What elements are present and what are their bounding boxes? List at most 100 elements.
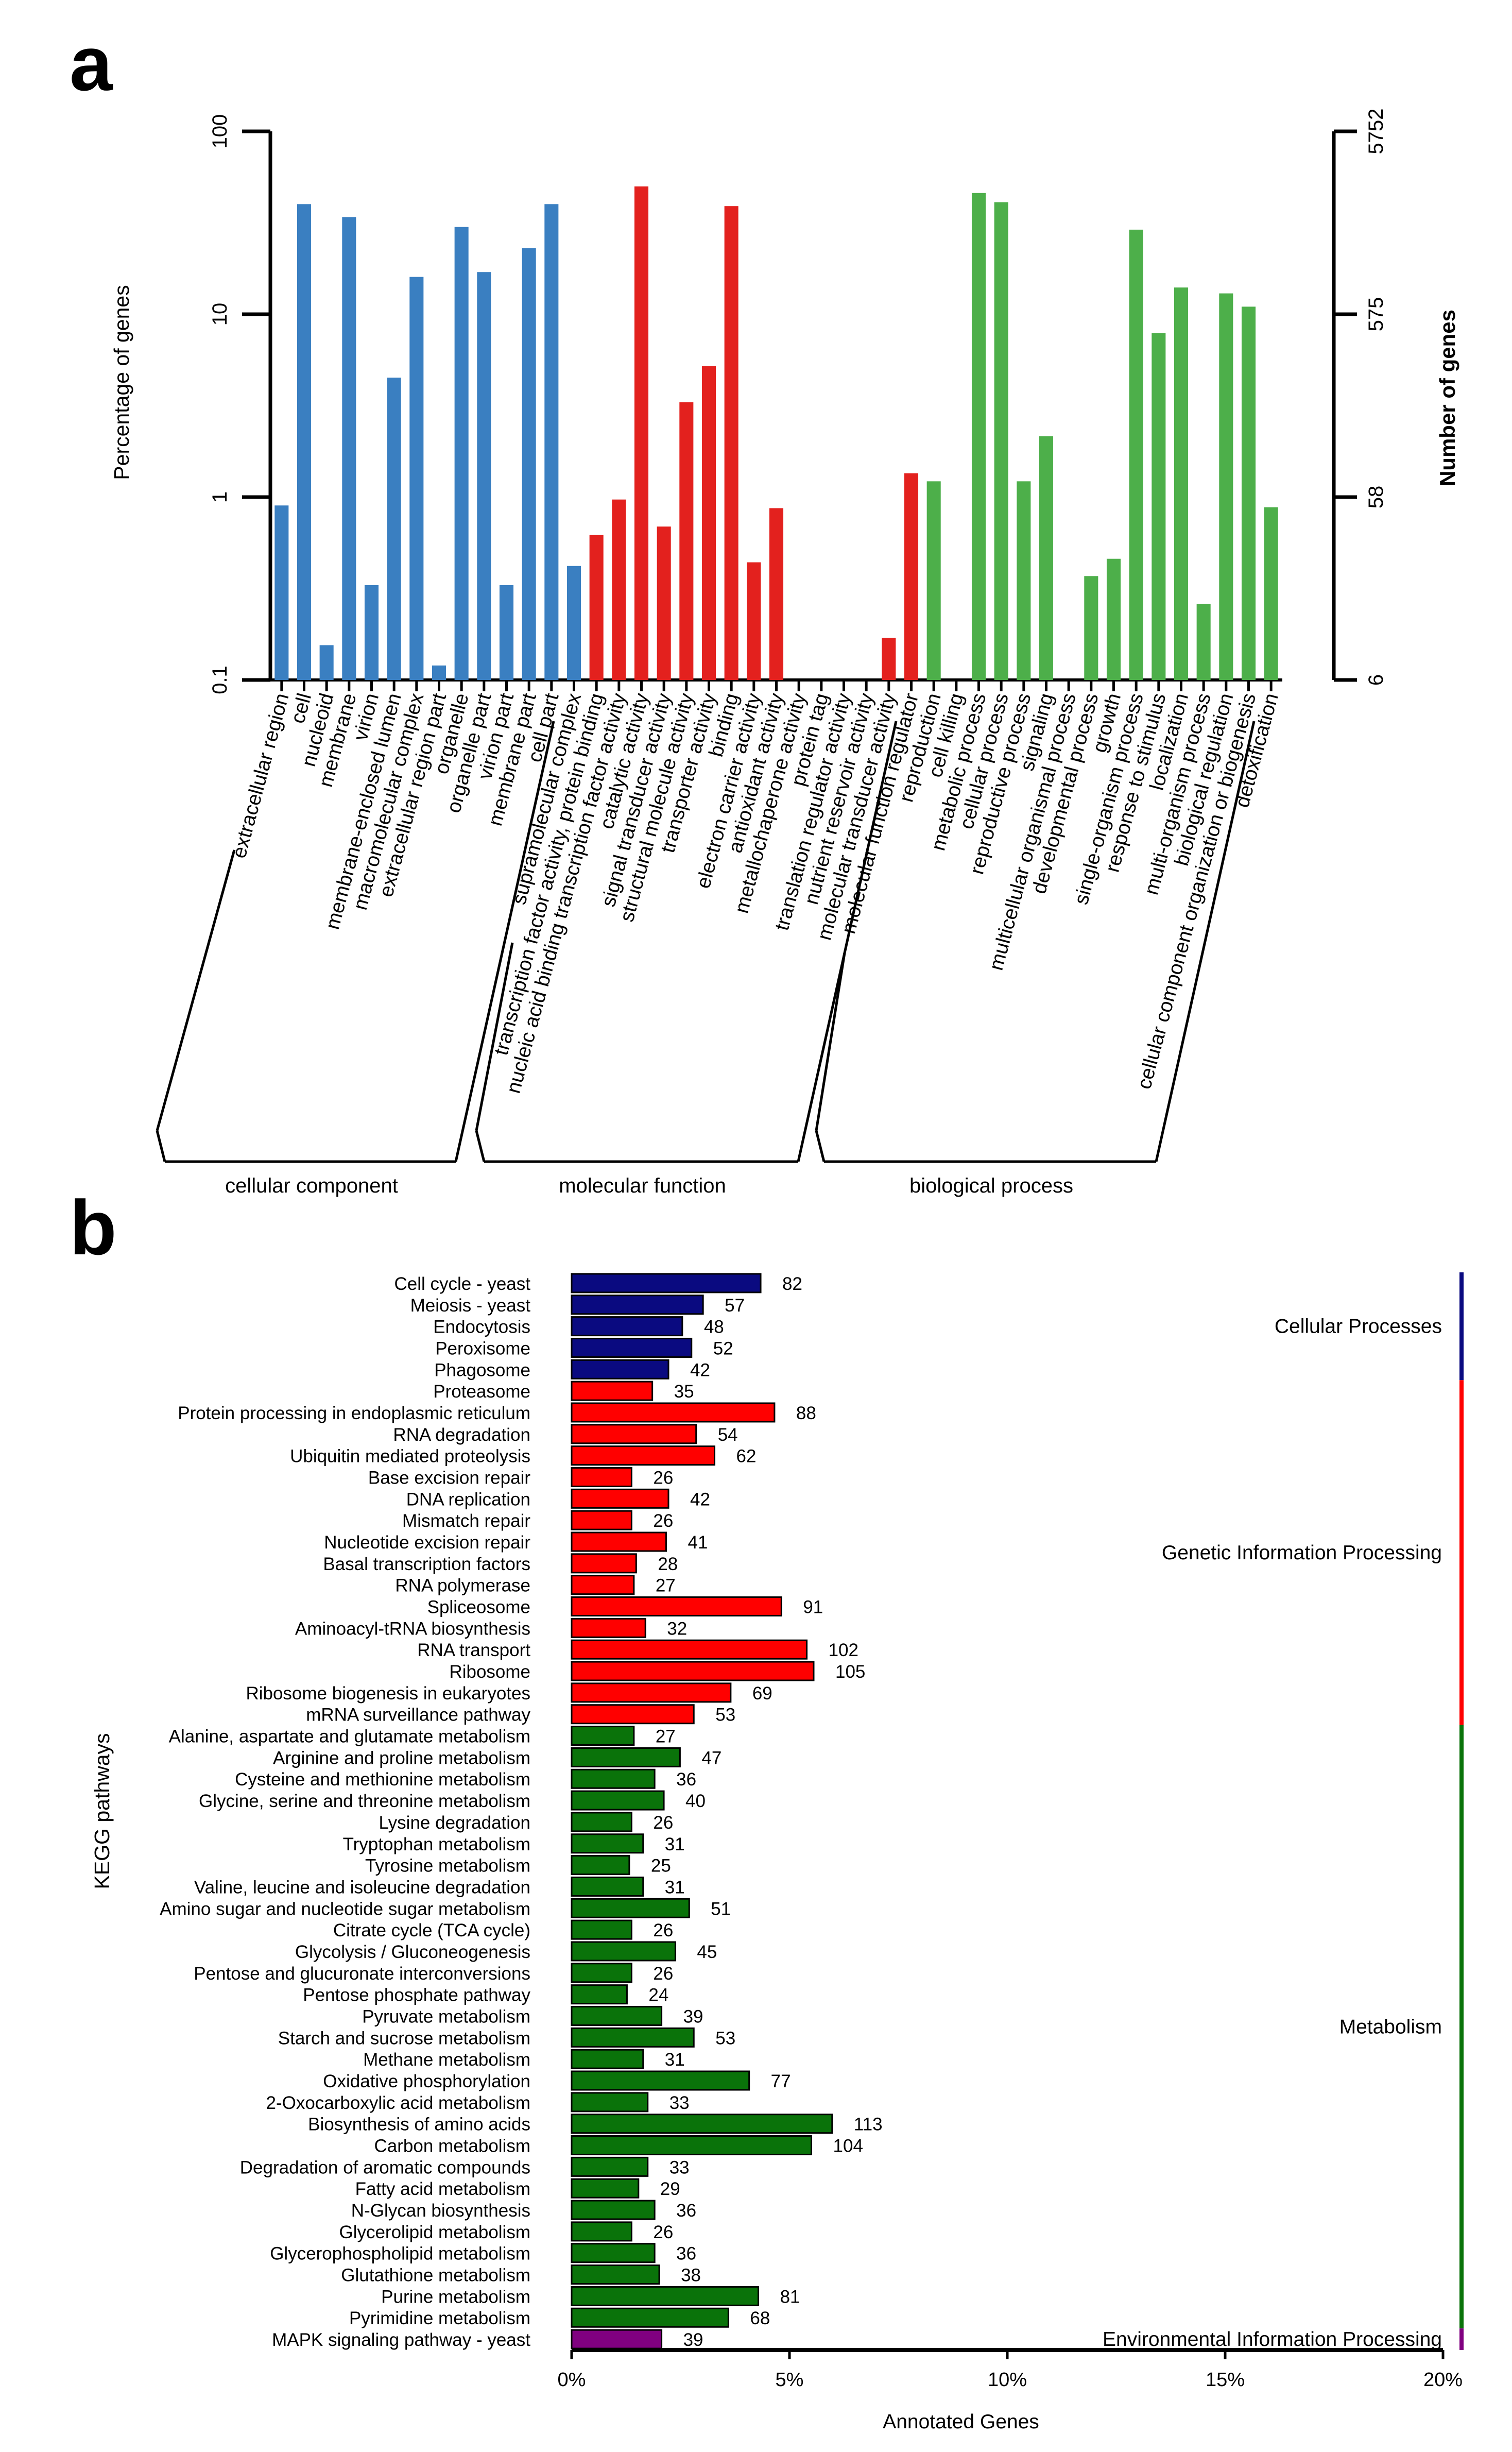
value-label: 29: [660, 2179, 680, 2199]
value-label: 27: [656, 1727, 676, 1747]
pathway-label: Oxidative phosphorylation: [323, 2071, 530, 2091]
value-label: 36: [676, 1769, 696, 1790]
pathway-label: Amino sugar and nucleotide sugar metabol…: [160, 1899, 530, 1919]
bar-citrate-cycle-tca-cycle: [571, 1919, 632, 1940]
bar-aminoacyl-trna-biosynthesis: [571, 1617, 646, 1638]
pathway-label: Mismatch repair: [402, 1511, 530, 1531]
value-label: 48: [704, 1317, 724, 1337]
value-label: 51: [711, 1899, 731, 1919]
value-label: 102: [829, 1640, 858, 1660]
bar-rna-transport: [571, 1639, 808, 1660]
value-label: 26: [653, 1468, 673, 1488]
bar-response-to-stimulus: [1152, 333, 1166, 680]
pathway-label: Alanine, aspartate and glutamate metabol…: [169, 1727, 530, 1747]
pathway-label: Carbon metabolism: [374, 2136, 530, 2156]
bar-n-glycan-biosynthesis: [571, 2200, 656, 2220]
bar-detoxification: [1264, 507, 1278, 680]
pathway-label: Glycolysis / Gluconeogenesis: [295, 1942, 530, 1962]
pathway-label: Tyrosine metabolism: [365, 1856, 530, 1876]
group-label: biological process: [909, 1174, 1073, 1197]
bar-extracellular-region: [274, 505, 289, 680]
pathway-label: Aminoacyl-tRNA biosynthesis: [295, 1619, 530, 1639]
kegg-x-axis-title: Annotated Genes: [883, 2411, 1039, 2433]
pathway-label: Proteasome: [433, 1382, 530, 1402]
pathway-label: Ribosome: [449, 1662, 530, 1682]
value-label: 36: [676, 2201, 696, 2221]
bar-reproduction: [926, 481, 941, 680]
value-label: 81: [780, 2287, 800, 2307]
pathway-label: Starch and sucrose metabolism: [278, 2028, 530, 2048]
bar-localization: [1174, 287, 1189, 680]
kegg-group-label: Metabolism: [1339, 2016, 1442, 2038]
value-label: 62: [736, 1446, 757, 1467]
bar-proteasome: [571, 1381, 654, 1401]
pathway-label: Degradation of aromatic compounds: [240, 2157, 530, 2177]
group-bracket-left: [156, 849, 236, 1131]
bar-phagosome: [571, 1359, 669, 1380]
bar-cell-cycle-yeast: [571, 1273, 762, 1293]
bar-mapk-signaling-pathway-yeast: [571, 2329, 663, 2349]
value-label: 39: [683, 2006, 703, 2027]
bar-signaling: [1039, 436, 1054, 680]
bar-glycolysis-gluconeogenesis: [571, 1941, 676, 1962]
value-label: 31: [665, 1834, 685, 1854]
value-label: 53: [715, 1705, 735, 1725]
value-label: 25: [651, 1856, 671, 1876]
kegg-x-tick-label: 20%: [1423, 2369, 1463, 2391]
bar-pyrimidine-metabolism: [571, 2307, 729, 2328]
group-bracket-right: [1155, 721, 1256, 1162]
value-label: 33: [669, 2093, 690, 2113]
bar-starch-and-sucrose-metabolism: [571, 2027, 695, 2048]
pathway-label: Citrate cycle (TCA cycle): [333, 1920, 530, 1940]
bar-virion-part: [499, 585, 514, 680]
value-label: 47: [701, 1748, 721, 1768]
value-label: 26: [653, 2222, 673, 2242]
bar-glycerolipid-metabolism: [571, 2221, 632, 2242]
right-tick-label: 575: [1365, 297, 1387, 332]
value-label: 53: [715, 2028, 735, 2048]
bar-signal-transducer-activity: [657, 526, 671, 680]
bar-biological-regulation: [1219, 293, 1233, 680]
bar-single-organism-process: [1129, 229, 1143, 680]
pathway-label: Glycerophospholipid metabolism: [270, 2244, 530, 2264]
value-label: 36: [676, 2244, 696, 2264]
bar-purine-metabolism: [571, 2286, 760, 2306]
bar-fatty-acid-metabolism: [571, 2178, 640, 2199]
pathway-label: RNA transport: [417, 1640, 530, 1660]
bar-carbon-metabolism: [571, 2135, 813, 2156]
right-tick-label: 58: [1365, 486, 1387, 509]
value-label: 42: [690, 1360, 710, 1380]
value-label: 104: [833, 2136, 863, 2156]
value-label: 45: [697, 1942, 717, 1962]
bar-amino-sugar-and-nucleotide-sugar-metabolism: [571, 1898, 690, 1918]
bar-protein-processing-in-endoplasmic-reticulum: [571, 1402, 776, 1423]
kegg-group-label: Genetic Information Processing: [1162, 1542, 1442, 1564]
group-label: molecular function: [559, 1174, 726, 1197]
bar-arginine-and-proline-metabolism: [571, 1747, 681, 1767]
value-label: 26: [653, 1813, 673, 1833]
value-label: 27: [656, 1576, 676, 1596]
value-label: 35: [674, 1382, 694, 1402]
value-label: 113: [854, 2115, 883, 2135]
bar-glutathione-metabolism: [571, 2264, 660, 2285]
pathway-label: Valine, leucine and isoleucine degradati…: [194, 1877, 530, 1897]
value-label: 88: [796, 1403, 816, 1423]
group-bracket-edge: [815, 1130, 826, 1162]
bar-pyruvate-metabolism: [571, 2005, 663, 2026]
bar-membrane-part: [522, 248, 536, 680]
value-label: 26: [653, 1511, 673, 1531]
pathway-label: Phagosome: [434, 1360, 530, 1380]
group-bracket-edge: [475, 1130, 486, 1162]
pathway-label: Basal transcription factors: [323, 1554, 530, 1574]
pathway-label: Tryptophan metabolism: [343, 1834, 530, 1854]
bar-molecular-function-regulator: [904, 473, 919, 680]
pathway-label: Purine metabolism: [381, 2287, 530, 2307]
bar-basal-transcription-factors: [571, 1553, 637, 1574]
pathway-label: Cell cycle - yeast: [394, 1274, 530, 1294]
pathway-label: DNA replication: [406, 1489, 530, 1509]
right-tick-label: 5752: [1365, 109, 1387, 155]
pathway-label: Cysteine and methionine metabolism: [235, 1769, 530, 1790]
bar-spliceosome: [571, 1596, 782, 1617]
pathway-label: Glycine, serine and threonine metabolism: [199, 1791, 530, 1811]
bar-nucleotide-excision-repair: [571, 1531, 667, 1552]
